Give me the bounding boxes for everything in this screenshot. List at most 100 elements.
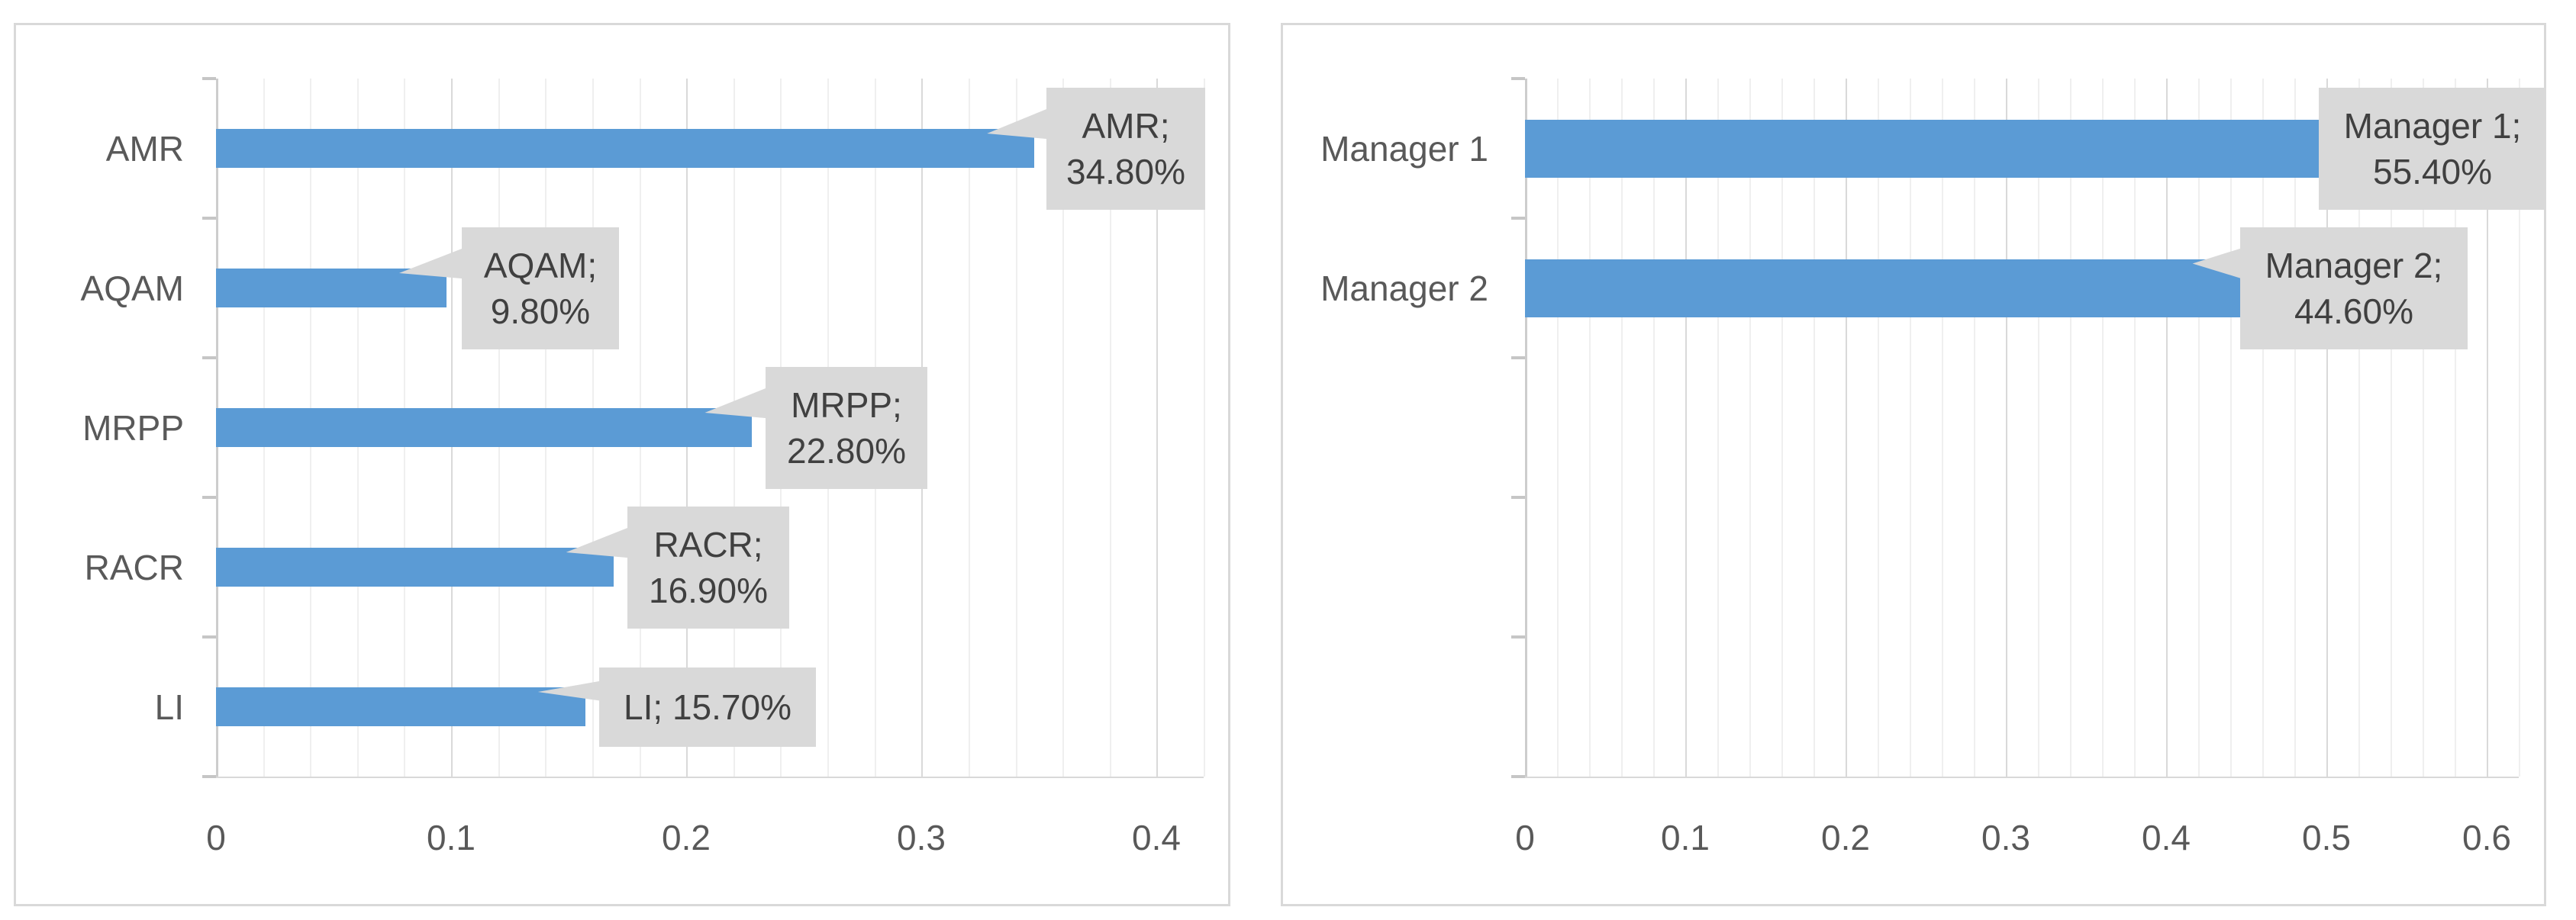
- gridline-minor: [1781, 79, 1783, 777]
- category-axis-tick: [202, 775, 216, 778]
- x-tick-label-0: 0: [1515, 818, 1535, 857]
- data-label-amr: AMR; 34.80%: [1046, 88, 1205, 210]
- category-label-li: LI: [154, 687, 184, 727]
- data-label-racr: RACR; 16.90%: [627, 507, 789, 629]
- x-tick-label-0_4: 0.4: [2142, 818, 2191, 857]
- x-tick-label-0_6: 0.6: [2462, 818, 2511, 857]
- gridline-minor: [2391, 79, 2392, 777]
- category-axis-tick: [202, 496, 216, 499]
- data-label-line: AMR;: [1082, 106, 1170, 146]
- gridline-minor: [2230, 79, 2232, 777]
- data-label-line: 55.40%: [2372, 152, 2492, 191]
- category-axis-line: [1525, 777, 2519, 778]
- category-axis-tick: [202, 635, 216, 639]
- chart-panel-left: AMR AMR; 34.80% AQAM AQAM; 9.80% MRPP MRPP; 22.8…: [14, 23, 1230, 906]
- data-label-line: 16.90%: [648, 571, 768, 610]
- plot-area-right: [1525, 79, 2520, 778]
- data-label-manager-1: Manager 1; 55.40%: [2319, 88, 2546, 210]
- gridline-minor: [2358, 79, 2360, 777]
- gridline-minor: [1814, 79, 1815, 777]
- gridline-minor: [969, 79, 970, 777]
- category-label-manager-1: Manager 1: [1320, 129, 1488, 169]
- bar-amr: [216, 129, 1034, 168]
- gridline-minor: [1749, 79, 1751, 777]
- gridline-minor: [2294, 79, 2296, 777]
- category-axis-tick: [1511, 775, 1525, 778]
- gridline-major: [2006, 79, 2007, 777]
- category-label-manager-2: Manager 2: [1320, 269, 1488, 308]
- category-axis-tick: [1511, 635, 1525, 639]
- gridline-minor: [2102, 79, 2104, 777]
- category-label-aqam: AQAM: [80, 269, 184, 308]
- gridline-minor: [1204, 79, 1205, 777]
- bar-mrpp: [216, 408, 752, 447]
- data-label-line: AQAM;: [483, 246, 598, 285]
- gridline-minor: [1589, 79, 1591, 777]
- gridline-minor: [1062, 79, 1064, 777]
- data-label-line: Manager 1;: [2343, 106, 2522, 146]
- gridline-minor: [1717, 79, 1719, 777]
- gridline-major: [1156, 79, 1158, 777]
- gridline-minor: [2134, 79, 2136, 777]
- category-label-racr: RACR: [84, 548, 184, 587]
- data-label-line: 34.80%: [1066, 152, 1185, 191]
- data-label-line: 44.60%: [2294, 291, 2413, 331]
- gridline-minor: [1910, 79, 1911, 777]
- gridline-minor: [1653, 79, 1655, 777]
- gridline-major: [2487, 79, 2488, 777]
- chart-panel-right: Manager 1 Manager 1; 55.40% Manager 2 Manage…: [1281, 23, 2546, 906]
- x-tick-label-0_2: 0.2: [662, 818, 711, 857]
- data-label-line: 22.80%: [786, 431, 906, 471]
- data-label-line: MRPP;: [791, 385, 902, 425]
- gridline-minor: [1878, 79, 1879, 777]
- data-label-aqam: AQAM; 9.80%: [462, 227, 619, 349]
- gridline-major: [2326, 79, 2328, 777]
- gridline-minor: [2519, 79, 2520, 777]
- gridline-minor: [1621, 79, 1623, 777]
- data-label-line: RACR;: [653, 525, 763, 565]
- gridline-minor: [2423, 79, 2424, 777]
- category-label-mrpp: MRPP: [82, 408, 184, 448]
- category-axis-tick: [1511, 217, 1525, 220]
- data-label-line: 9.80%: [490, 291, 591, 331]
- data-label-mrpp: MRPP; 22.80%: [766, 367, 927, 489]
- category-axis-tick: [1511, 356, 1525, 359]
- x-tick-label-0_4: 0.4: [1132, 818, 1181, 857]
- gridline-major: [1846, 79, 1847, 777]
- bar-manager-1: [1525, 120, 2413, 178]
- gridline-minor: [2038, 79, 2039, 777]
- category-axis-tick: [202, 217, 216, 220]
- category-axis-line: [216, 777, 1204, 778]
- category-axis-tick: [202, 77, 216, 80]
- gridline-minor: [2070, 79, 2071, 777]
- value-axis-line: [1525, 79, 1527, 777]
- gridline-minor: [1557, 79, 1559, 777]
- gridline-minor: [2198, 79, 2200, 777]
- bar-manager-2: [1525, 259, 2240, 317]
- gridline-minor: [1016, 79, 1017, 777]
- x-tick-label-0_5: 0.5: [2302, 818, 2351, 857]
- x-tick-label-0_1: 0.1: [427, 818, 476, 857]
- gridline-major: [1685, 79, 1687, 777]
- gridline-minor: [1974, 79, 1975, 777]
- bar-li: [216, 687, 585, 726]
- x-tick-label-0: 0: [206, 818, 226, 857]
- data-label-li: LI; 15.70%: [599, 667, 816, 747]
- bar-aqam: [216, 269, 447, 307]
- gridline-minor: [2455, 79, 2456, 777]
- gridline-minor: [2262, 79, 2264, 777]
- bar-racr: [216, 548, 614, 587]
- category-axis-tick: [1511, 77, 1525, 80]
- category-axis-tick: [1511, 496, 1525, 499]
- x-tick-label-0_1: 0.1: [1661, 818, 1710, 857]
- gridline-minor: [1110, 79, 1111, 777]
- gridline-minor: [1942, 79, 1943, 777]
- x-tick-label-0_2: 0.2: [1821, 818, 1870, 857]
- category-axis-tick: [202, 356, 216, 359]
- x-tick-label-0_3: 0.3: [1981, 818, 2030, 857]
- gridline-major: [2166, 79, 2168, 777]
- data-label-line: Manager 2;: [2265, 246, 2443, 285]
- data-label-line: LI; 15.70%: [624, 687, 791, 727]
- x-tick-label-0_3: 0.3: [897, 818, 946, 857]
